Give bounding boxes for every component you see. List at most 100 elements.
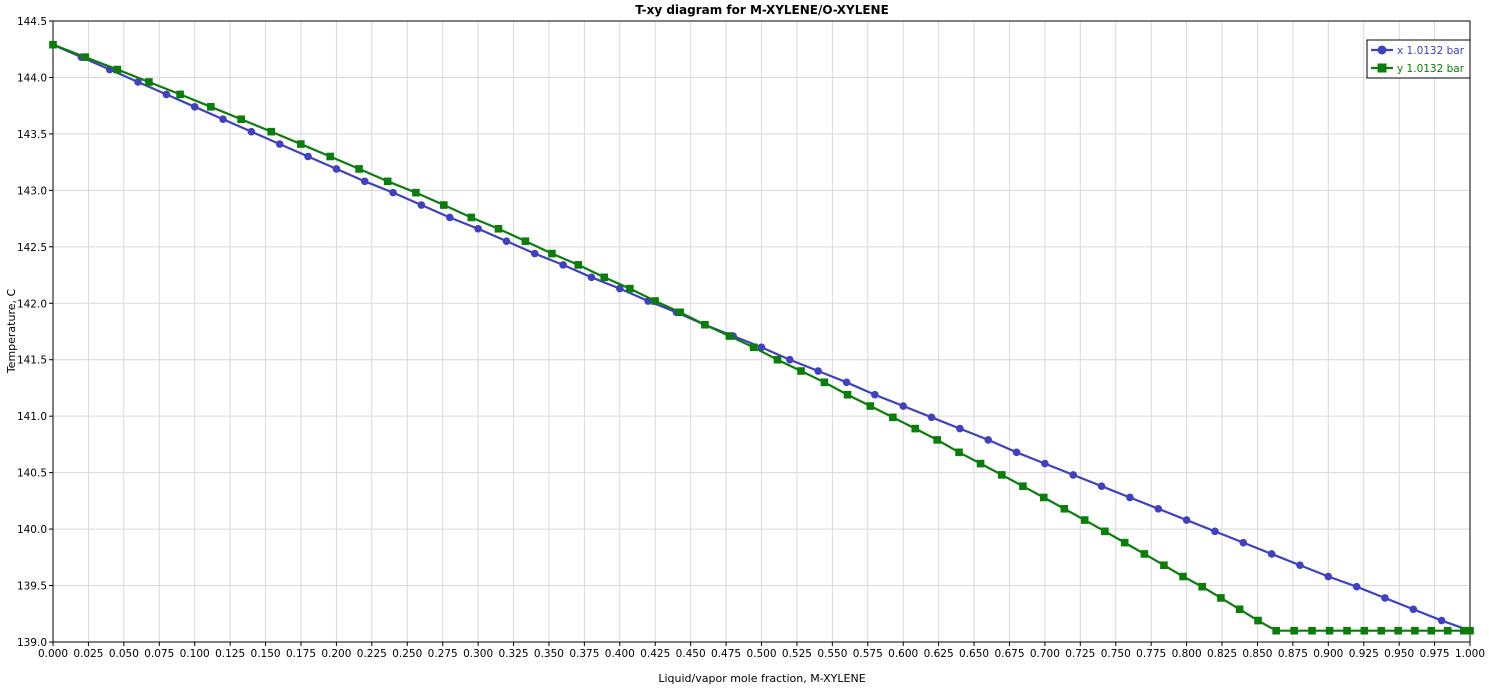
data-point	[275, 140, 284, 148]
x-tick-label: 0.850	[1242, 648, 1272, 660]
data-point	[559, 261, 567, 269]
data-point	[1394, 626, 1402, 635]
data-point	[773, 355, 782, 364]
data-point	[1411, 626, 1419, 635]
data-point	[1427, 626, 1436, 635]
x-tick-label: 0.325	[498, 648, 528, 660]
x-tick-label: 0.075	[144, 648, 174, 660]
y-tick-label: 143.0	[17, 185, 47, 197]
x-tick-label: 0.300	[463, 648, 493, 660]
x-tick-label: 0.975	[1420, 648, 1450, 660]
data-point	[237, 115, 245, 124]
data-point	[1126, 493, 1134, 502]
data-point	[1377, 626, 1386, 635]
data-point	[899, 402, 907, 410]
x-tick-label: 0.500	[746, 648, 776, 660]
data-point	[1140, 550, 1149, 558]
x-tick-label: 0.475	[711, 648, 741, 660]
data-point	[49, 40, 57, 49]
data-point	[190, 103, 199, 111]
data-point	[360, 177, 369, 186]
data-point	[600, 273, 609, 282]
data-point	[530, 249, 539, 258]
x-tick-label: 0.700	[1030, 648, 1060, 660]
data-point	[162, 90, 171, 99]
data-point	[1324, 572, 1333, 581]
data-point	[1443, 626, 1452, 635]
data-point	[676, 308, 684, 317]
data-point	[1211, 527, 1219, 536]
data-point	[871, 390, 879, 399]
data-point	[911, 424, 920, 433]
x-tick-label: 0.450	[676, 648, 706, 660]
data-point	[383, 177, 392, 186]
data-point	[474, 224, 482, 233]
data-point	[440, 201, 448, 209]
chart-title: T-xy diagram for M-XYLENE/O-XYLENE	[635, 3, 889, 17]
data-point	[113, 65, 122, 74]
data-point	[998, 471, 1006, 479]
data-point	[814, 367, 822, 375]
y-tick-label: 144.0	[17, 72, 47, 84]
data-point	[1343, 626, 1351, 635]
data-point	[412, 188, 420, 197]
legend: x 1.0132 bar y 1.0132 bar	[1366, 39, 1471, 79]
x-tick-label: 0.575	[853, 648, 883, 660]
data-point	[1069, 471, 1078, 479]
data-point	[587, 273, 596, 282]
x-tick-label: 0.925	[1349, 648, 1379, 660]
data-point	[797, 367, 805, 375]
x-tick-label: 0.000	[38, 648, 68, 660]
data-point	[445, 213, 454, 222]
data-point	[297, 140, 305, 148]
x-tick-label: 0.175	[286, 648, 316, 660]
data-point	[1080, 516, 1089, 524]
data-point	[956, 424, 964, 433]
x-tick-label: 0.950	[1384, 648, 1414, 660]
x-tick-label: 0.725	[1065, 648, 1095, 660]
data-point	[176, 90, 184, 99]
data-point	[1325, 626, 1334, 635]
data-point	[866, 402, 875, 410]
x-tick-label: 0.225	[357, 648, 387, 660]
data-point	[1308, 626, 1316, 635]
x-axis-label: Liquid/vapor mole fraction, M-XYLENE	[658, 672, 865, 685]
data-point	[548, 249, 556, 258]
data-point	[1466, 626, 1474, 635]
legend-marker	[1377, 63, 1387, 73]
data-point	[984, 436, 993, 444]
data-point	[467, 213, 476, 222]
data-point	[616, 284, 624, 293]
data-point	[267, 127, 276, 136]
y-axis: 139.0 139.5 140.0 140.5 141.0 141.5 142.0 142.5…	[17, 16, 53, 649]
data-point	[1254, 616, 1262, 625]
y-tick-label: 142.5	[17, 242, 47, 254]
legend-marker	[1377, 45, 1387, 55]
y-tick-label: 139.5	[17, 581, 47, 593]
data-point	[1409, 605, 1418, 614]
data-point	[574, 261, 583, 269]
data-point	[1217, 594, 1225, 602]
data-point	[1012, 448, 1021, 457]
y-tick-label: 141.0	[17, 411, 47, 423]
x-tick-label: 0.275	[428, 648, 458, 660]
data-point	[1120, 538, 1129, 547]
y-tick-label: 140.0	[17, 524, 47, 536]
legend-label: x 1.0132 bar	[1397, 45, 1465, 57]
data-point	[1290, 626, 1298, 635]
data-point	[494, 224, 503, 233]
data-point	[389, 188, 397, 197]
data-point	[1360, 626, 1369, 635]
data-point	[976, 459, 985, 468]
data-point	[843, 390, 852, 399]
data-point	[1060, 504, 1069, 513]
x-tick-label: 0.350	[534, 648, 564, 660]
data-point	[145, 78, 153, 86]
y-axis-label: Temperature, C	[5, 289, 18, 375]
x-tick-label: 0.875	[1278, 648, 1308, 660]
x-tick-label: 0.625	[924, 648, 954, 660]
x-tick-label: 0.650	[959, 648, 989, 660]
x-tick-label: 0.050	[109, 648, 139, 660]
x-tick-label: 1.000	[1455, 648, 1485, 660]
